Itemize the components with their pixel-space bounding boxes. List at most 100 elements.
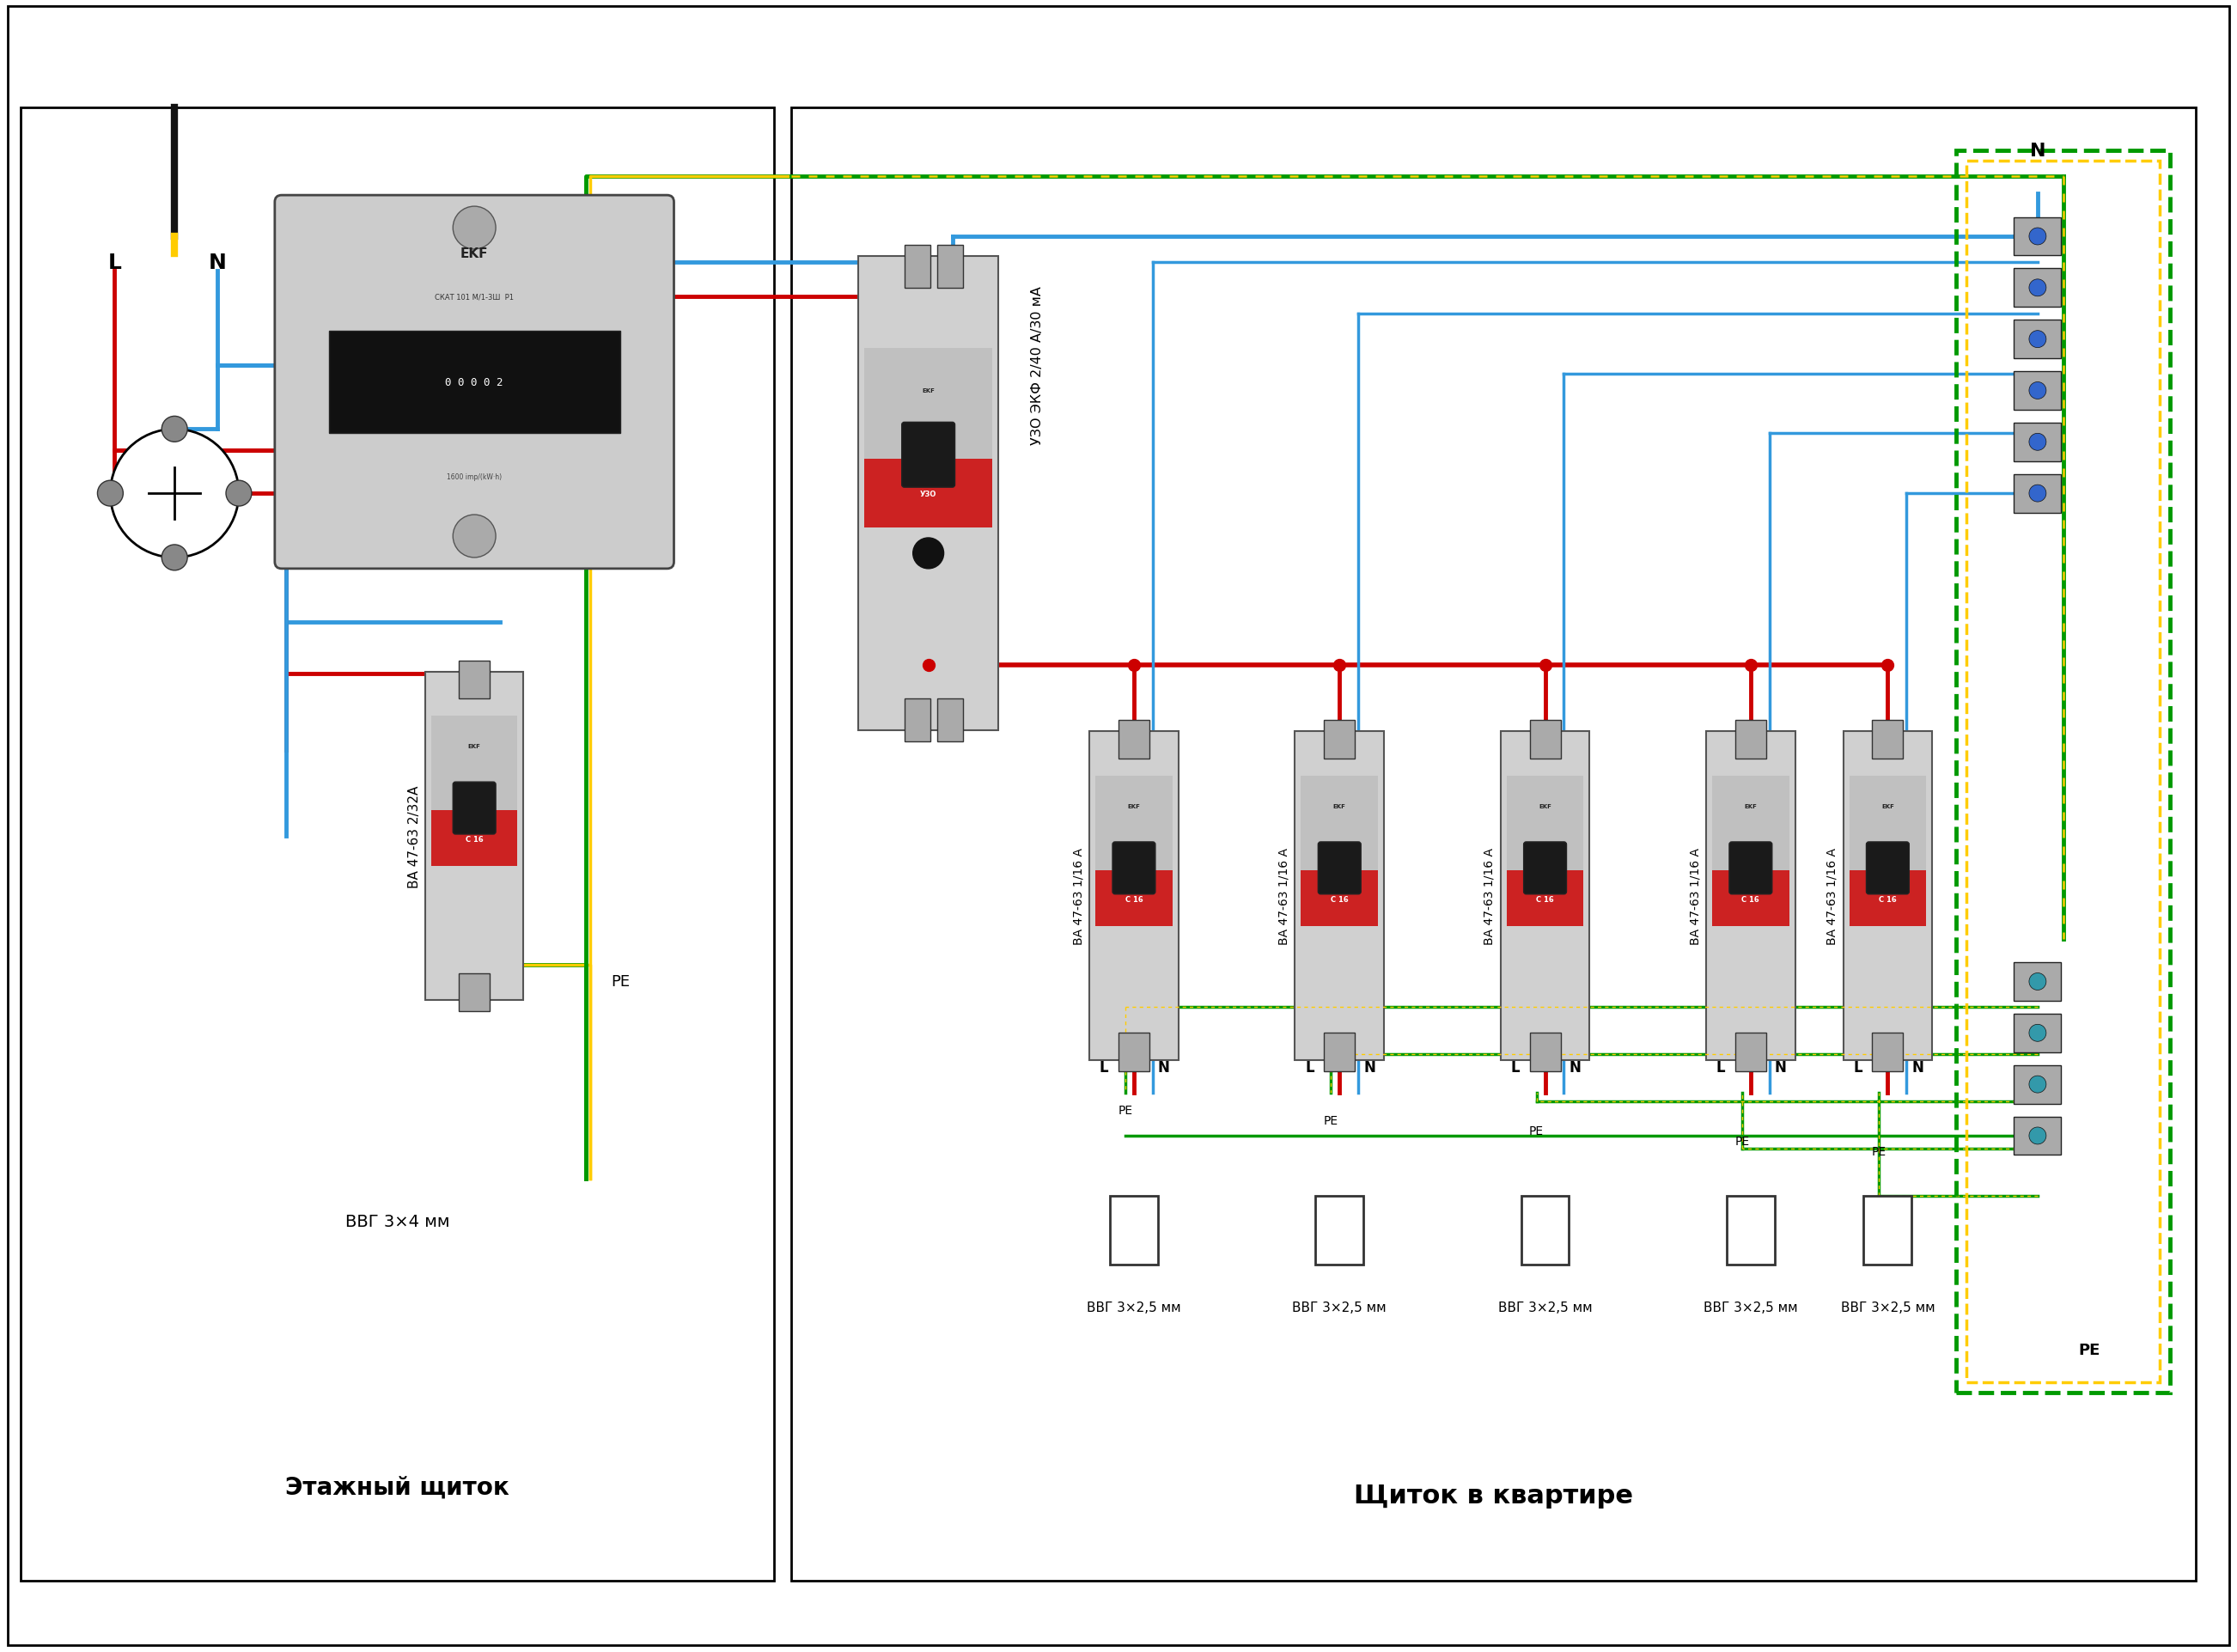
Bar [937,246,962,289]
Bar [1736,720,1765,760]
Bar [2013,320,2060,358]
Bar [1872,1032,1904,1072]
Circle shape [452,515,497,558]
Bar [1118,1032,1150,1072]
Text: C 16: C 16 [465,836,483,844]
Bar [1850,776,1926,879]
Text: УЗО: УЗО [919,491,937,497]
Bar [1863,1196,1913,1264]
FancyBboxPatch shape [275,197,673,570]
FancyBboxPatch shape [1318,843,1360,894]
FancyBboxPatch shape [1843,732,1933,1061]
Bar [792,109,2197,1581]
Text: L: L [1098,1059,1110,1075]
Circle shape [2029,228,2047,246]
Circle shape [2029,1024,2047,1042]
Bar [2013,423,2060,461]
Circle shape [226,481,251,507]
Bar [904,699,931,742]
Text: ВА 47-63 1/16 А: ВА 47-63 1/16 А [1689,847,1700,945]
Bar [904,246,931,289]
Text: ВВГ 3×4 мм: ВВГ 3×4 мм [344,1213,450,1229]
Text: N: N [1159,1059,1170,1075]
Circle shape [2029,330,2047,349]
Bar [1315,1196,1365,1264]
Text: L: L [1510,1059,1519,1075]
Bar [2013,1117,2060,1155]
Text: Щиток в квартире: Щиток в квартире [1353,1483,1633,1508]
Text: C 16: C 16 [1537,895,1555,904]
Bar [863,349,993,468]
Text: C 16: C 16 [1743,895,1761,904]
FancyBboxPatch shape [1501,732,1591,1061]
Bar [459,973,490,1011]
Text: 1600 imp/(kW·h): 1600 imp/(kW·h) [447,472,501,481]
Bar [1736,1032,1765,1072]
Text: PE: PE [1872,1145,1886,1158]
Bar [2013,1014,2060,1052]
Bar [1521,1196,1568,1264]
Bar [1096,776,1172,879]
Text: СКАТ 101 М/1-3Ш  Р1: СКАТ 101 М/1-3Ш Р1 [434,292,515,301]
FancyBboxPatch shape [1112,843,1154,894]
Text: ВВГ 3×2,5 мм: ВВГ 3×2,5 мм [1705,1300,1799,1313]
Bar [1506,776,1584,879]
Circle shape [913,539,944,570]
Circle shape [2029,1127,2047,1145]
Bar [1110,1196,1159,1264]
Text: PE: PE [1530,1125,1544,1137]
Bar [1955,152,2170,1393]
Bar [1530,1032,1561,1072]
Circle shape [452,206,497,249]
Text: PE: PE [1118,1104,1132,1117]
Circle shape [2029,973,2047,991]
Bar [1850,871,1926,927]
Text: ВА 47-63 1/16 А: ВА 47-63 1/16 А [1072,847,1085,945]
FancyBboxPatch shape [859,256,998,730]
Text: ВА 47-63 1/16 А: ВА 47-63 1/16 А [1483,847,1494,945]
Text: N: N [1913,1059,1924,1075]
Text: EKF: EKF [922,388,935,393]
Circle shape [161,416,188,443]
Bar [1096,871,1172,927]
Text: N: N [208,253,226,273]
Bar [20,109,774,1581]
Text: ВВГ 3×2,5 мм: ВВГ 3×2,5 мм [1087,1300,1181,1313]
Circle shape [2029,279,2047,297]
Text: L: L [107,253,121,273]
Text: ВА 47-63 1/16 А: ВА 47-63 1/16 А [1825,847,1839,945]
FancyBboxPatch shape [1523,843,1566,894]
Bar [1530,720,1561,760]
Circle shape [2029,434,2047,451]
Text: Этажный щиток: Этажный щиток [286,1475,510,1498]
Text: ВВГ 3×2,5 мм: ВВГ 3×2,5 мм [1841,1300,1935,1313]
Circle shape [2029,486,2047,502]
Bar [1324,1032,1356,1072]
Bar [2013,269,2060,307]
Bar [432,811,517,866]
FancyBboxPatch shape [902,423,955,487]
FancyBboxPatch shape [452,783,497,834]
Bar [2013,372,2060,410]
Bar [1727,1196,1774,1264]
Circle shape [2029,383,2047,400]
Bar [1302,776,1378,879]
Text: EKF: EKF [1539,805,1552,809]
Text: PE: PE [2078,1341,2101,1358]
Text: ВА 47-63 1/16 А: ВА 47-63 1/16 А [1277,847,1291,945]
Bar [1302,871,1378,927]
Bar [1118,720,1150,760]
Text: УЗО ЭКФ 2/40 А/30 мА: УЗО ЭКФ 2/40 А/30 мА [1031,286,1045,444]
Text: N: N [1365,1059,1376,1075]
FancyBboxPatch shape [1729,843,1772,894]
Bar [1711,871,1790,927]
Text: C 16: C 16 [1125,895,1143,904]
Bar [2013,474,2060,514]
Bar [432,717,517,819]
FancyBboxPatch shape [1707,732,1796,1061]
Text: ВВГ 3×2,5 мм: ВВГ 3×2,5 мм [1293,1300,1387,1313]
Text: N: N [2029,142,2045,160]
Text: L: L [1852,1059,1861,1075]
Bar [2013,218,2060,256]
Bar [863,459,993,529]
